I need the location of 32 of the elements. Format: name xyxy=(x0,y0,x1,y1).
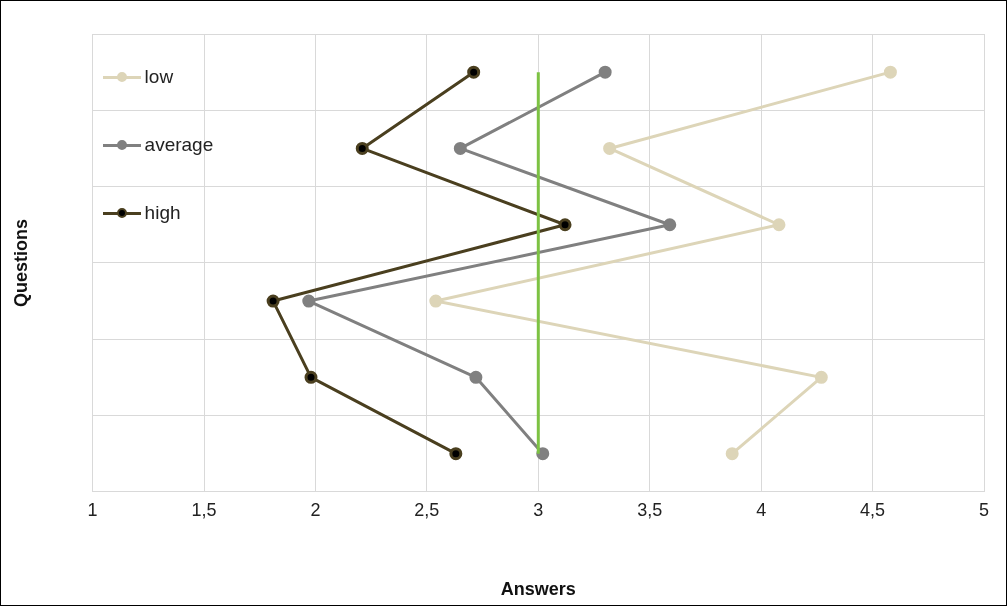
point xyxy=(883,65,897,79)
point xyxy=(355,141,369,155)
point xyxy=(453,141,467,155)
x-tick-label: 1 xyxy=(87,499,98,520)
point xyxy=(772,218,786,232)
point xyxy=(725,447,739,461)
x-tick-label: 1,5 xyxy=(191,499,217,520)
point xyxy=(449,447,463,461)
point xyxy=(663,218,677,232)
point xyxy=(469,370,483,384)
x-tick-label: 4,5 xyxy=(860,499,886,520)
point xyxy=(429,294,443,308)
point xyxy=(558,218,572,232)
x-tick-label: 4 xyxy=(756,499,767,520)
legend-label: low xyxy=(144,66,174,88)
point xyxy=(598,65,612,79)
x-tick-label: 2,5 xyxy=(414,499,440,520)
x-tick-label: 5 xyxy=(978,499,990,520)
point xyxy=(304,370,318,384)
point xyxy=(266,294,280,308)
point xyxy=(302,294,316,308)
x-tick-label: 3 xyxy=(533,499,544,520)
x-tick-label: 2 xyxy=(310,499,321,520)
legend-label: high xyxy=(144,202,181,224)
point xyxy=(536,447,550,461)
x-tick-label: 3,5 xyxy=(637,499,663,520)
y-axis-title: Questions xyxy=(10,218,31,307)
x-axis-title: Answers xyxy=(500,579,576,600)
point xyxy=(814,370,828,384)
legend-label: average xyxy=(144,134,214,156)
point xyxy=(603,141,617,155)
point xyxy=(467,65,481,79)
